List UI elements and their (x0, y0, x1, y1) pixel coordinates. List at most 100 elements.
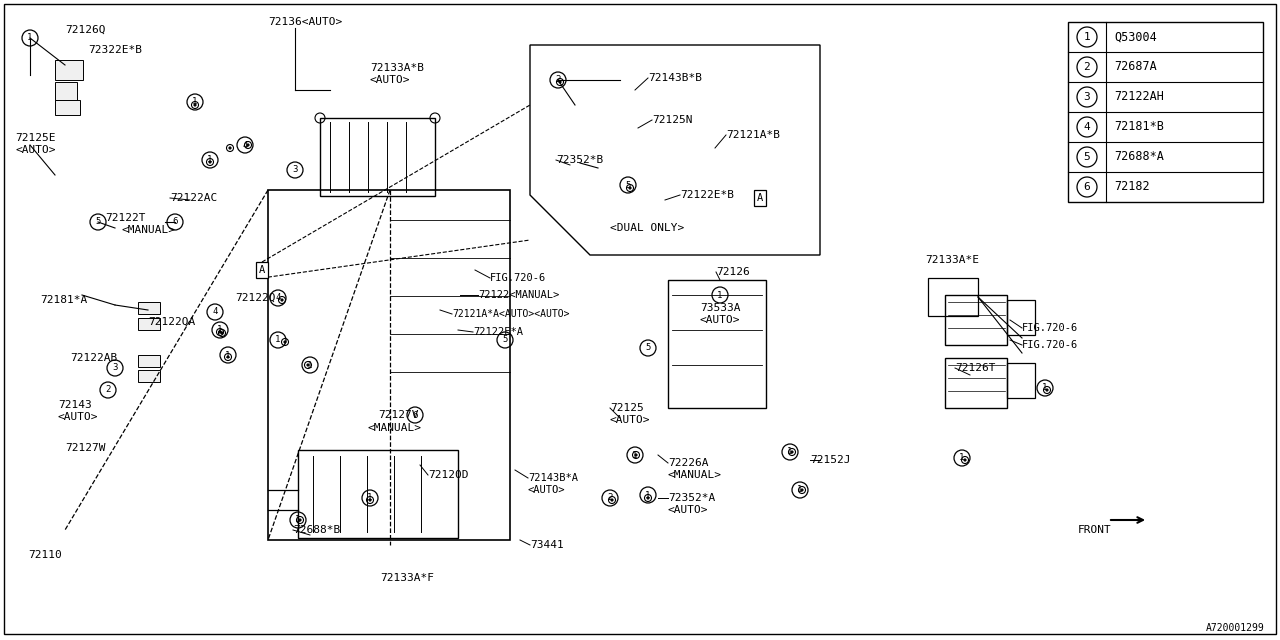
Text: 72121A*B: 72121A*B (726, 130, 780, 140)
Text: 1: 1 (787, 447, 792, 456)
Circle shape (964, 459, 966, 461)
Text: 72122E*A: 72122E*A (474, 327, 524, 337)
Text: 2: 2 (105, 385, 110, 394)
Text: 72127W: 72127W (65, 443, 105, 453)
Text: 5: 5 (626, 180, 631, 189)
Text: 72143B*A: 72143B*A (529, 473, 579, 483)
Text: 4: 4 (275, 294, 280, 303)
Bar (945, 358, 1007, 408)
Text: 72122<MANUAL>: 72122<MANUAL> (477, 290, 559, 300)
Text: 72125N: 72125N (652, 115, 692, 125)
Bar (298, 450, 458, 538)
Text: 1: 1 (207, 156, 212, 164)
Text: FIG.720-6: FIG.720-6 (490, 273, 547, 283)
Text: 72687A: 72687A (1114, 61, 1157, 74)
Text: 72133A*B: 72133A*B (370, 63, 424, 73)
Text: 6: 6 (412, 410, 417, 419)
Text: <AUTO>: <AUTO> (58, 412, 99, 422)
Text: 3: 3 (113, 364, 118, 372)
Text: 1: 1 (797, 486, 803, 495)
Text: 72122AH: 72122AH (1114, 90, 1164, 104)
Text: <AUTO>: <AUTO> (668, 505, 709, 515)
Bar (55, 60, 83, 80)
Circle shape (369, 499, 371, 501)
Text: 2: 2 (607, 493, 613, 502)
Text: 72152J: 72152J (810, 455, 850, 465)
Circle shape (628, 187, 631, 189)
Text: 72352*A: 72352*A (668, 493, 716, 503)
Text: 72122AC: 72122AC (170, 193, 218, 203)
Text: 72125: 72125 (611, 403, 644, 413)
Text: 1: 1 (645, 490, 650, 499)
Text: 1: 1 (367, 493, 372, 502)
Text: 72122QA: 72122QA (148, 317, 196, 327)
Bar (668, 280, 765, 408)
Text: 72181*B: 72181*B (1114, 120, 1164, 134)
Text: <DUAL ONLY>: <DUAL ONLY> (611, 223, 685, 233)
Bar (138, 370, 160, 382)
Text: 72181*A: 72181*A (40, 295, 87, 305)
Text: 1: 1 (1084, 32, 1091, 42)
Bar (1007, 300, 1036, 335)
Text: 1: 1 (959, 454, 965, 463)
Circle shape (247, 144, 250, 146)
Text: 72121A*A<AUTO><AUTO>: 72121A*A<AUTO><AUTO> (452, 309, 570, 319)
Text: A: A (756, 193, 763, 203)
Circle shape (298, 519, 301, 521)
Text: 1: 1 (1042, 383, 1048, 392)
Bar (138, 302, 160, 314)
Text: 72226A: 72226A (668, 458, 709, 468)
Text: <MANUAL>: <MANUAL> (668, 470, 722, 480)
Text: 4: 4 (212, 307, 218, 317)
Text: FIG.720-6: FIG.720-6 (1021, 340, 1078, 350)
Bar (138, 355, 160, 367)
Text: 72122T: 72122T (105, 213, 146, 223)
Text: <AUTO>: <AUTO> (370, 75, 411, 85)
Bar (1068, 22, 1263, 202)
Text: 72126Q: 72126Q (65, 25, 105, 35)
Text: 1: 1 (192, 97, 197, 106)
Text: <AUTO>: <AUTO> (15, 145, 55, 155)
Text: 72122AB: 72122AB (70, 353, 118, 363)
Text: 72125E: 72125E (15, 133, 55, 143)
Text: 1: 1 (218, 326, 223, 335)
Circle shape (227, 356, 229, 358)
Text: FIG.720-6: FIG.720-6 (1021, 323, 1078, 333)
Text: 6: 6 (173, 218, 178, 227)
Text: 5: 5 (502, 335, 508, 344)
Bar (55, 82, 77, 100)
Text: 1: 1 (717, 291, 723, 300)
Text: 5: 5 (645, 344, 650, 353)
Text: 5: 5 (1084, 152, 1091, 162)
Circle shape (611, 499, 613, 501)
Text: 72352*B: 72352*B (556, 155, 603, 165)
Circle shape (307, 364, 310, 366)
Circle shape (801, 489, 804, 492)
Text: 72110: 72110 (28, 550, 61, 560)
Text: 72182: 72182 (1114, 180, 1149, 193)
Text: 1: 1 (632, 451, 637, 460)
Circle shape (1046, 388, 1048, 391)
Text: 3: 3 (1084, 92, 1091, 102)
Text: 72126T: 72126T (955, 363, 996, 373)
Text: 1: 1 (27, 33, 33, 42)
Text: 3: 3 (292, 166, 298, 175)
Text: Q53004: Q53004 (1114, 31, 1157, 44)
Circle shape (635, 454, 637, 456)
Bar (928, 278, 978, 316)
Text: A720001299: A720001299 (1206, 623, 1265, 633)
Text: <MANUAL>: <MANUAL> (369, 423, 422, 433)
Circle shape (219, 331, 221, 333)
Bar (268, 190, 509, 540)
Text: <MANUAL>: <MANUAL> (122, 225, 177, 235)
Text: 72688*B: 72688*B (293, 525, 340, 535)
Circle shape (209, 161, 211, 163)
Text: 1: 1 (307, 360, 312, 369)
Text: 73533A: 73533A (700, 303, 741, 313)
Circle shape (229, 147, 232, 149)
Text: 72136<AUTO>: 72136<AUTO> (268, 17, 342, 27)
Text: 4: 4 (242, 141, 248, 150)
Text: 73441: 73441 (530, 540, 563, 550)
Text: 72143B*B: 72143B*B (648, 73, 701, 83)
Circle shape (220, 332, 223, 334)
